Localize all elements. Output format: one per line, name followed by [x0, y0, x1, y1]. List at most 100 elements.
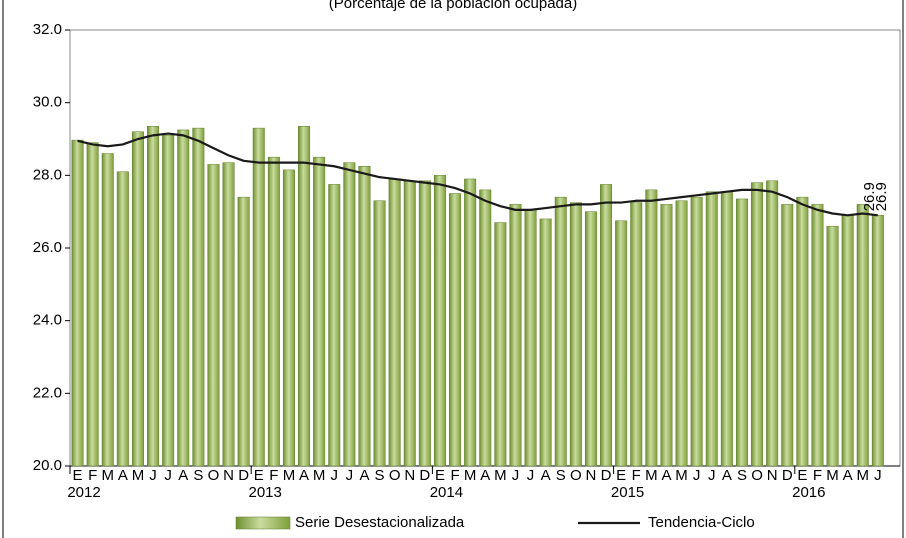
trend-line — [77, 132, 878, 217]
bar — [554, 196, 567, 467]
legend-label: Tendencia-Ciclo — [648, 514, 755, 531]
x-tick-label: O — [208, 467, 220, 484]
x-tick-label: N — [767, 467, 778, 484]
x-tick-label: S — [556, 467, 566, 484]
x-tick-label: O — [751, 467, 763, 484]
x-tick-label: A — [480, 467, 490, 484]
x-tick-label: D — [419, 467, 430, 484]
bar — [222, 162, 235, 467]
x-tick-label: A — [178, 467, 188, 484]
bar — [373, 200, 386, 467]
bar — [71, 139, 84, 467]
legend-label: Serie Desestacionalizada — [295, 514, 465, 531]
bar — [841, 215, 854, 467]
x-tick-label: E — [254, 467, 264, 484]
data-label: 26.9 — [861, 182, 878, 211]
x-tick-label: A — [118, 467, 128, 484]
bar — [147, 126, 160, 467]
x-tick-label: E — [73, 467, 83, 484]
bar — [524, 209, 537, 467]
bar — [298, 126, 311, 467]
bar — [267, 156, 280, 467]
x-tick-label: O — [570, 467, 582, 484]
y-tick-label: 28.0 — [33, 166, 62, 183]
bar — [252, 127, 265, 467]
y-tick-label: 30.0 — [33, 94, 62, 111]
bar — [388, 178, 401, 467]
bar — [449, 193, 462, 467]
x-tick-label: M — [313, 467, 326, 484]
x-tick-label: J — [331, 467, 339, 484]
bar — [856, 204, 869, 467]
year-label: 2012 — [67, 484, 100, 501]
bar — [282, 169, 295, 467]
bar — [494, 222, 507, 467]
bar — [207, 164, 220, 467]
x-tick-label: N — [223, 467, 234, 484]
x-tick-label: S — [375, 467, 385, 484]
x-tick-label: M — [464, 467, 477, 484]
bar — [192, 127, 205, 467]
x-tick-label: A — [843, 467, 853, 484]
bar — [584, 211, 597, 467]
bar — [101, 153, 114, 467]
bar — [539, 218, 552, 467]
bar — [313, 156, 326, 467]
x-tick-label: M — [494, 467, 507, 484]
x-tick-label: F — [813, 467, 822, 484]
bar — [766, 180, 779, 467]
bar — [826, 225, 839, 467]
x-tick-label: J — [149, 467, 157, 484]
x-tick-label: J — [874, 467, 882, 484]
x-tick-label: A — [359, 467, 369, 484]
bar — [630, 202, 643, 467]
year-label: 2013 — [249, 484, 282, 501]
bar — [811, 204, 824, 467]
bar — [660, 204, 673, 467]
x-tick-label: M — [675, 467, 688, 484]
bar — [675, 200, 688, 467]
x-tick-label: M — [857, 467, 870, 484]
bar — [86, 142, 99, 467]
bar — [418, 180, 431, 467]
bar — [751, 182, 764, 467]
x-tick-label: D — [782, 467, 793, 484]
bar — [615, 220, 628, 467]
bar — [328, 184, 341, 467]
bar — [645, 189, 658, 467]
bar — [358, 166, 371, 467]
year-label: 2016 — [792, 484, 825, 501]
bar — [569, 202, 582, 467]
x-tick-label: F — [632, 467, 641, 484]
bar — [116, 171, 129, 467]
x-tick-label: M — [826, 467, 839, 484]
bar — [403, 180, 416, 467]
bar — [237, 196, 250, 467]
bar — [735, 198, 748, 467]
x-tick-label: F — [269, 467, 278, 484]
bar — [343, 162, 356, 467]
bar — [720, 191, 733, 467]
x-tick-label: J — [708, 467, 716, 484]
bar — [131, 131, 144, 467]
x-tick-label: J — [512, 467, 520, 484]
legend-swatch — [235, 516, 291, 530]
x-tick-label: S — [737, 467, 747, 484]
x-tick-label: A — [661, 467, 671, 484]
data-label: 26.9 — [873, 182, 890, 211]
year-label: 2014 — [430, 484, 463, 501]
bar — [162, 135, 175, 467]
x-tick-label: M — [102, 467, 115, 484]
x-tick-label: S — [193, 467, 203, 484]
x-tick-label: O — [389, 467, 401, 484]
chart-subtitle: (Porcentaje de la población ocupada) — [329, 0, 578, 12]
x-tick-label: N — [404, 467, 415, 484]
bar — [796, 196, 809, 467]
bar — [479, 189, 492, 467]
y-tick-label: 20.0 — [33, 457, 62, 474]
x-tick-label: E — [616, 467, 626, 484]
bar — [690, 196, 703, 467]
x-tick-label: J — [527, 467, 535, 484]
x-tick-label: A — [722, 467, 732, 484]
